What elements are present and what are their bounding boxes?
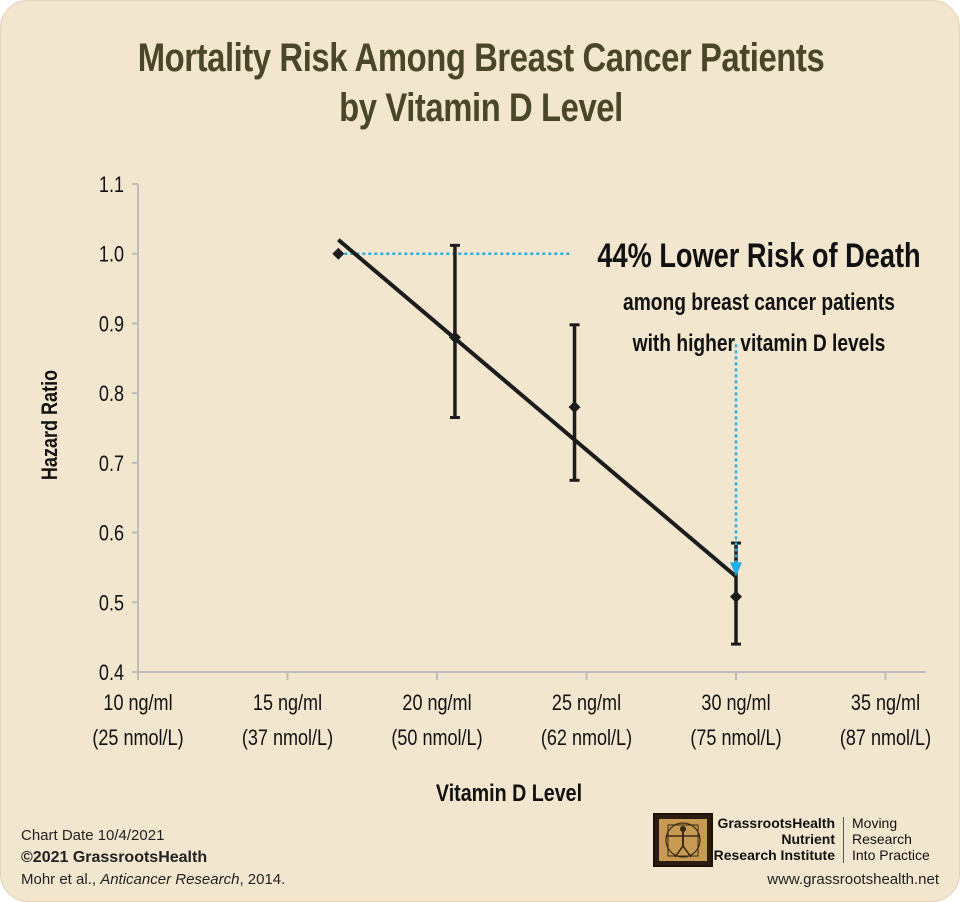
x-tick-label: 25 ng/ml — [552, 691, 621, 715]
y-tick-label: 0.8 — [99, 383, 124, 407]
tagline: Moving Research Into Practice — [852, 815, 930, 863]
x-tick-label: 20 ng/ml — [402, 691, 471, 715]
x-tick-label: 35 ng/ml — [851, 691, 920, 715]
y-tick-label: 1.1 — [99, 173, 124, 197]
chart-title-line1: Mortality Risk Among Breast Cancer Patie… — [137, 36, 825, 80]
org-line3: Research Institute — [713, 847, 835, 863]
arrow-head-icon — [730, 562, 742, 577]
citation: Mohr et al., Anticancer Research, 2014. — [21, 869, 285, 891]
x-tick-sublabel: (75 nmol/L) — [690, 726, 781, 750]
y-tick-label: 0.9 — [99, 313, 124, 337]
data-point — [448, 331, 461, 344]
citation-journal: Anticancer Research — [100, 871, 240, 888]
chart-date: Chart Date 10/4/2021 — [21, 827, 165, 844]
chart-title-line2: by Vitamin D Level — [339, 86, 623, 130]
trend-line — [337, 238, 738, 579]
vitruvian-man-icon — [653, 813, 713, 867]
tagline-line1: Moving — [852, 815, 898, 831]
logo-figure — [665, 822, 701, 858]
data-point — [332, 247, 345, 260]
org-line2: Nutrient — [781, 831, 835, 847]
tagline-line2: Research — [852, 831, 912, 847]
annotation-headline: 44% Lower Risk of Death — [597, 236, 920, 275]
org-line1: GrassrootsHealth — [717, 815, 835, 831]
y-tick-label: 0.5 — [99, 592, 124, 616]
copyright: ©2021 GrassrootsHealth — [21, 849, 208, 866]
x-tick-sublabel: (37 nmol/L) — [242, 726, 333, 750]
annotation-line3: with higher vitamin D levels — [632, 329, 886, 357]
chart-marks — [332, 238, 742, 646]
footer-credits: Chart Date 10/4/2021 ©2021 GrassrootsHea… — [21, 825, 285, 891]
data-point — [730, 590, 742, 603]
data-point — [568, 401, 581, 414]
x-tick-sublabel: (87 nmol/L) — [840, 726, 931, 750]
x-tick-sublabel: (62 nmol/L) — [541, 726, 632, 750]
tagline-line3: Into Practice — [852, 847, 930, 863]
x-tick-sublabel: (50 nmol/L) — [391, 726, 482, 750]
y-tick-label: 1.0 — [99, 243, 124, 267]
annotation-line2: among breast cancer patients — [623, 288, 895, 316]
footer-divider — [843, 817, 844, 863]
organization-name: GrassrootsHealth Nutrient Research Insti… — [713, 815, 835, 863]
annotation: 44% Lower Risk of Death among breast can… — [597, 236, 920, 356]
x-tick-sublabel: (25 nmol/L) — [92, 726, 183, 750]
y-axis-label: Hazard Ratio — [38, 370, 62, 480]
citation-year: , 2014. — [239, 871, 286, 888]
x-tick-label: 10 ng/ml — [103, 691, 172, 715]
x-tick-label: 15 ng/ml — [253, 691, 322, 715]
x-tick-label: 30 ng/ml — [701, 691, 770, 715]
x-axis-label: Vitamin D Level — [436, 779, 582, 806]
website-link[interactable]: www.grassrootshealth.net — [767, 871, 939, 888]
chart-title: Mortality Risk Among Breast Cancer Patie… — [87, 33, 874, 133]
y-tick-label: 0.7 — [99, 452, 124, 476]
chart-axes: 1.1 1.0 0.9 0.8 0.7 0.6 0.5 0.4 10 ng/ml (25 nmol… — [92, 173, 931, 750]
citation-authors: Mohr et al., — [21, 871, 101, 888]
y-tick-label: 0.4 — [99, 661, 124, 685]
y-tick-label: 0.6 — [99, 522, 124, 546]
